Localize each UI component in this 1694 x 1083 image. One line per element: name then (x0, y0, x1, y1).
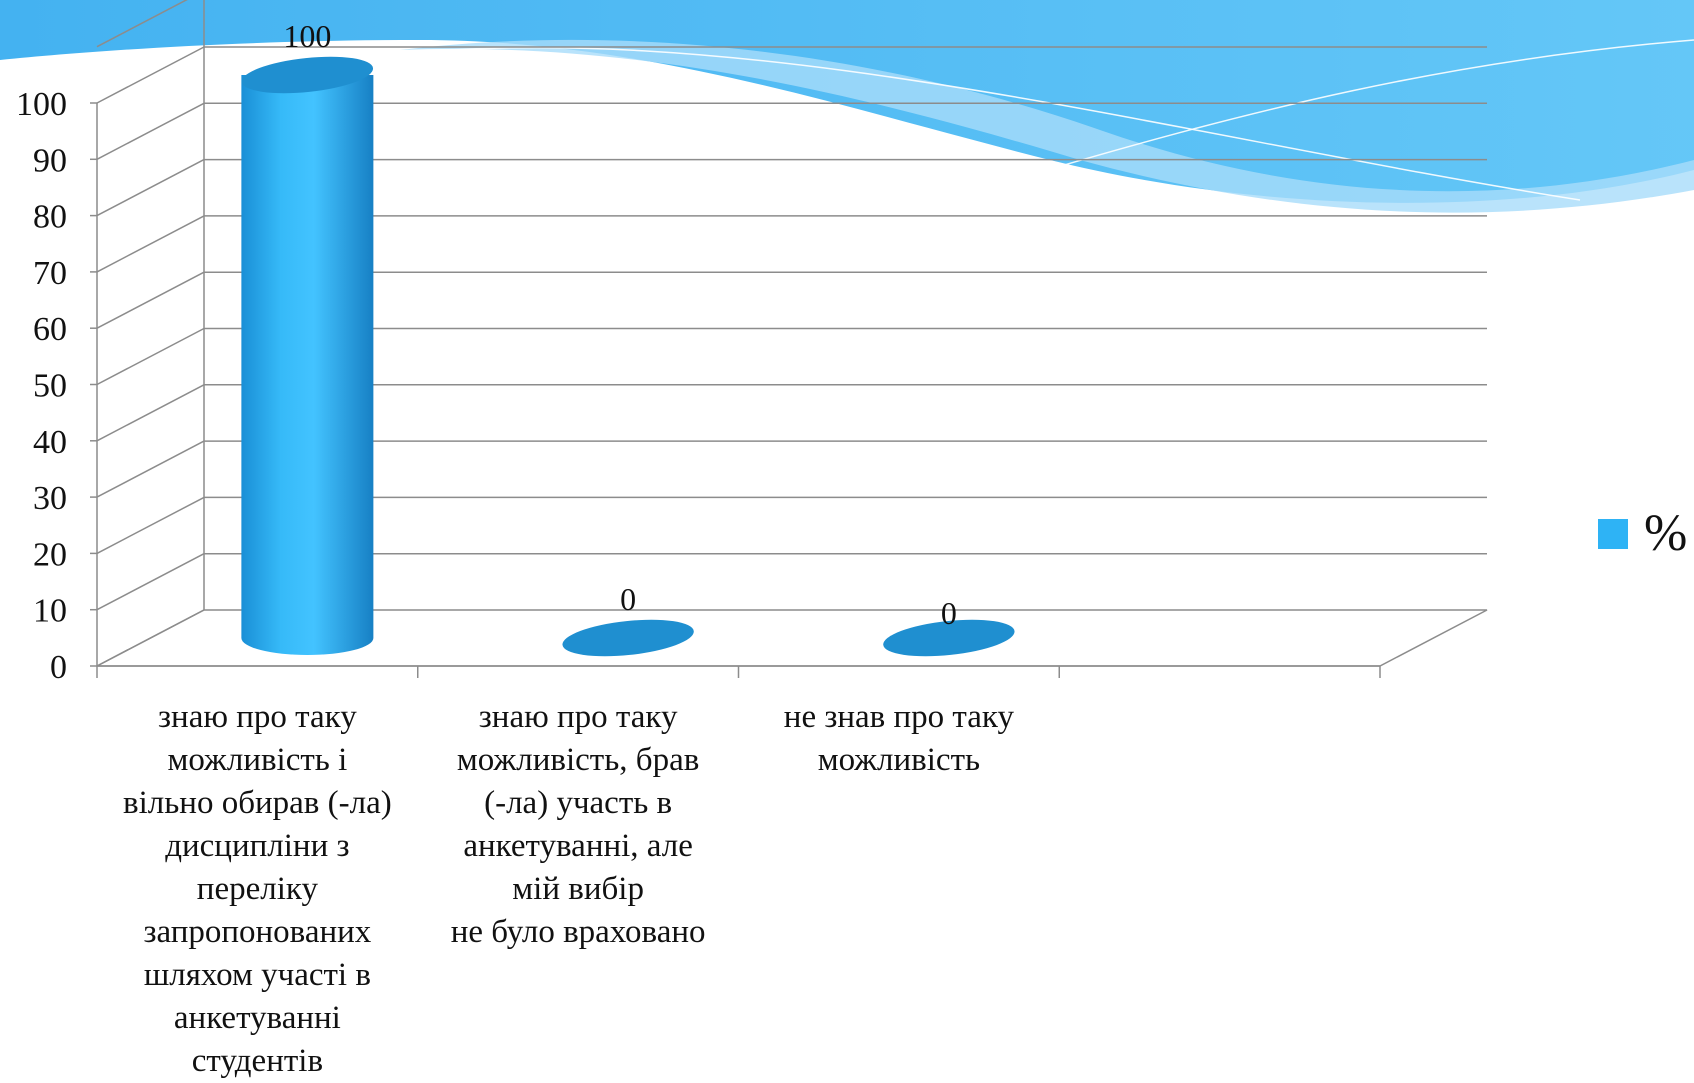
labels: 100 0 0 (283, 18, 957, 631)
legend-swatch (1598, 518, 1628, 549)
y-tick-label: 20 (33, 536, 67, 573)
grid-diagonal (96, 271, 205, 329)
legend-label: % (1644, 505, 1688, 562)
y-tick-label: 80 (33, 199, 67, 236)
y-tick-label: 40 (33, 424, 67, 461)
bar-top (883, 619, 1015, 657)
grid-diagonal (96, 215, 205, 273)
y-tick-label: 50 (33, 368, 67, 405)
axes: 0 10 20 30 40 50 60 70 80 90 100 (16, 86, 1381, 686)
bar-top (241, 56, 374, 94)
y-tick-label: 60 (33, 311, 67, 348)
y-tick-label: 10 (33, 593, 67, 630)
y-tick-label: 100 (16, 86, 67, 123)
y-tick-label: 0 (50, 649, 67, 686)
data-label: 100 (283, 18, 331, 54)
data-label: 0 (941, 595, 957, 631)
background-waves (0, 0, 1694, 213)
x-tick-label: не знав про таку можливість (783, 699, 1014, 778)
bar-body (241, 75, 374, 655)
wave-light (400, 39, 1694, 213)
x-tick-label: знаю про таку можливість, брав (-ла) уча… (450, 699, 706, 950)
y-tick-label: 30 (33, 480, 67, 517)
grid-diagonal (96, 440, 205, 498)
bar-top (562, 619, 694, 657)
data-label: 0 (620, 581, 636, 617)
y-tick-label: 90 (33, 142, 67, 179)
grid-diagonal (96, 327, 205, 386)
grid-diagonal (96, 384, 205, 442)
bars (241, 56, 1015, 657)
bar (241, 56, 374, 655)
y-tick-label: 70 (33, 255, 67, 292)
bar (562, 619, 694, 657)
grid-diagonal (96, 496, 205, 555)
legend: % (1598, 504, 1687, 563)
grid-diagonal (96, 46, 205, 104)
grid-diagonal (96, 0, 188, 48)
bar (883, 619, 1015, 657)
x-tick-label: знаю про таку можливість і вільно обирав… (123, 699, 392, 1079)
wave-main (0, 0, 1694, 203)
grid-diagonal (96, 102, 205, 160)
grid-diagonal (96, 553, 205, 611)
wave-line-2 (1029, 39, 1694, 176)
grid-diagonal (96, 158, 205, 217)
wave-line-1 (449, 46, 1581, 201)
